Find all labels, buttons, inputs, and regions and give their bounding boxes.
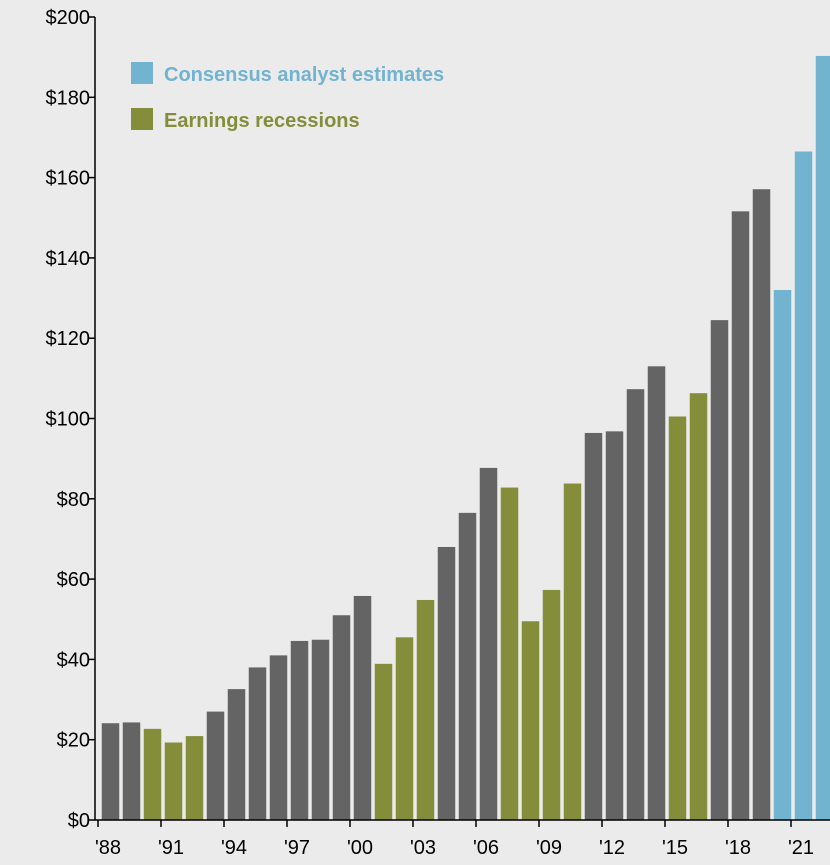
- y-tick-label: $0: [68, 810, 90, 832]
- x-tick-label: '94: [221, 837, 247, 859]
- bar-2014: [647, 366, 666, 820]
- y-tick-label: $20: [57, 730, 90, 752]
- bar-2002: [395, 637, 414, 820]
- bar-1995: [248, 667, 267, 820]
- x-tick-label: '09: [536, 837, 562, 859]
- bar-2006: [479, 467, 498, 820]
- x-tick-label: '15: [662, 837, 688, 859]
- y-tick-label: $200: [46, 7, 91, 29]
- bar-1988: [101, 723, 120, 820]
- bar-2017: [710, 320, 729, 820]
- bar-2018: [731, 211, 750, 821]
- bar-1996: [269, 655, 288, 820]
- bar-1999: [332, 615, 351, 820]
- bar-2015: [668, 416, 687, 820]
- bar-2019: [752, 189, 771, 820]
- legend: Consensus analyst estimates Earnings rec…: [131, 62, 444, 132]
- bar-2001: [374, 663, 393, 820]
- x-tick-label: '91: [158, 837, 184, 859]
- bar-1989: [122, 722, 141, 820]
- bar-2016: [689, 393, 708, 820]
- y-tick-label: $120: [46, 328, 91, 350]
- bar-1994: [227, 689, 246, 820]
- x-tick-label: '88: [95, 837, 121, 859]
- x-tick-label: '21: [788, 837, 814, 859]
- bar-2007: [500, 487, 519, 820]
- x-ticks-group: '88 '91 '94 '97 '00 '03 '06 '09 '12 '15 '18 '21: [95, 820, 814, 859]
- bar-2009: [542, 589, 561, 820]
- bar-2008: [521, 621, 540, 820]
- y-tick-label: $80: [57, 489, 90, 511]
- x-tick-label: '06: [473, 837, 499, 859]
- y-tick-label: $40: [57, 649, 90, 671]
- bar-1993: [206, 711, 225, 820]
- y-tick-label: $100: [46, 409, 91, 431]
- x-tick-label: '03: [410, 837, 436, 859]
- y-tick-label: $180: [46, 87, 91, 109]
- x-tick-label: '18: [725, 837, 751, 859]
- bar-2020: [773, 290, 792, 820]
- legend-label-recessions: Earnings recessions: [164, 110, 360, 132]
- bar-2000: [353, 595, 372, 820]
- bar-2010: [563, 483, 582, 820]
- bar-1991: [164, 742, 183, 820]
- bar-2022: [815, 55, 830, 821]
- bar-1998: [311, 639, 330, 820]
- legend-label-estimates: Consensus analyst estimates: [164, 64, 444, 86]
- bar-2003: [416, 599, 435, 820]
- y-tick-label: $160: [46, 168, 91, 190]
- bar-2013: [626, 389, 645, 820]
- bar-2005: [458, 512, 477, 820]
- y-tick-label: $140: [46, 248, 91, 270]
- y-ticks-group: $0 $20 $40 $60 $80 $100 $120 $140 $160 $180 $200: [46, 7, 95, 832]
- x-tick-label: '00: [347, 837, 373, 859]
- x-tick-label: '12: [599, 837, 625, 859]
- bar-1990: [143, 728, 162, 820]
- bar-2012: [605, 431, 624, 820]
- bar-2011: [584, 432, 603, 820]
- x-tick-label: '97: [284, 837, 310, 859]
- y-tick-label: $60: [57, 569, 90, 591]
- bar-1992: [185, 736, 204, 820]
- bar-1997: [290, 640, 309, 820]
- legend-swatch-estimates: [131, 62, 153, 84]
- bar-2004: [437, 546, 456, 820]
- bar-2021: [794, 151, 813, 820]
- legend-swatch-recessions: [131, 108, 153, 130]
- bars-group: [101, 55, 830, 821]
